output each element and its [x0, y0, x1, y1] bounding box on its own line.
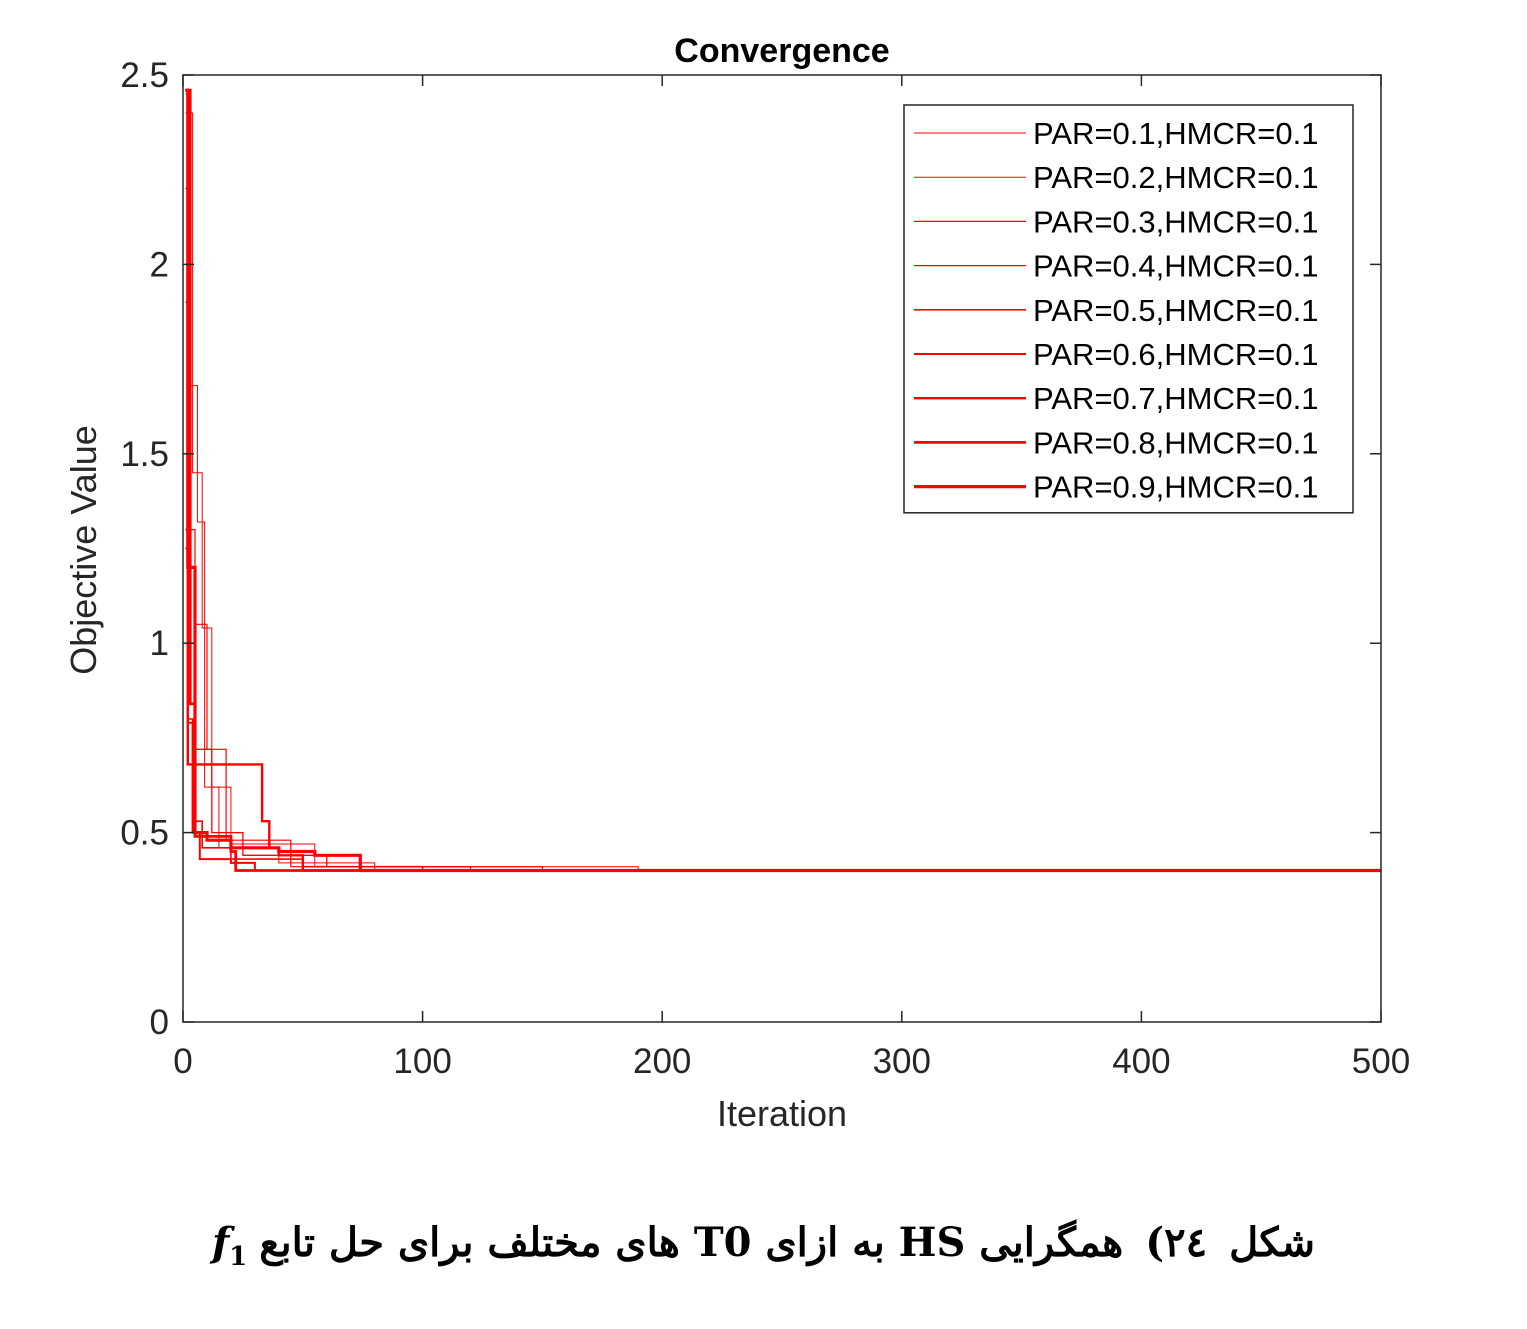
caption-math: f1	[212, 1219, 247, 1272]
x-tick-label: 100	[393, 1042, 451, 1081]
axes-box	[182, 74, 1382, 1023]
figure-caption: شکل ٢٤) همگرایی HS به ازای T0 های مختلف …	[0, 1205, 1527, 1285]
caption-math-subscript: 1	[229, 1241, 248, 1272]
x-tick-label: 500	[1352, 1042, 1410, 1081]
y-tick-label: 1	[150, 624, 169, 663]
series-line-8	[185, 88, 1381, 872]
x-axis-label: Iteration	[717, 1093, 847, 1134]
legend-label-3: PAR=0.3,HMCR=0.1	[1033, 204, 1318, 239]
legend-label-5: PAR=0.5,HMCR=0.1	[1033, 293, 1318, 328]
series-line-7	[185, 88, 1381, 872]
x-tick-label: 300	[873, 1042, 931, 1081]
y-tick-label: 0	[150, 1003, 169, 1042]
y-axis-label: Objective Value	[63, 425, 104, 674]
legend-label-6: PAR=0.6,HMCR=0.1	[1033, 337, 1318, 372]
series-line-2	[185, 112, 1381, 871]
legend-label-1: PAR=0.1,HMCR=0.1	[1033, 116, 1318, 151]
x-tick-label: 0	[173, 1042, 192, 1081]
legend-label-7: PAR=0.7,HMCR=0.1	[1033, 381, 1318, 416]
series-line-9	[185, 88, 1381, 873]
caption-label: شکل	[1229, 1218, 1316, 1266]
chart-title: Convergence	[674, 32, 889, 70]
x-tick-label: 400	[1112, 1042, 1170, 1081]
y-tick-label: 2.5	[120, 56, 169, 95]
caption-text: همگرایی HS به ازای T0 های مختلف برای حل …	[259, 1218, 1124, 1266]
y-tick-label: 1.5	[120, 435, 169, 474]
caption-math-symbol: f	[211, 1218, 230, 1266]
y-tick-label: 2	[150, 245, 169, 284]
x-tick-label: 200	[633, 1042, 691, 1081]
legend: PAR=0.1,HMCR=0.1 PAR=0.2,HMCR=0.1 PAR=0.3,…	[903, 104, 1354, 514]
legend-label-8: PAR=0.8,HMCR=0.1	[1033, 425, 1318, 460]
axis-ticks: 0 100 200 300 400 500 0 0.5 1 1.5 2 2.5	[120, 56, 1410, 1081]
y-tick-label: 0.5	[120, 814, 169, 853]
legend-label-4: PAR=0.4,HMCR=0.1	[1033, 249, 1318, 284]
caption-number: ٢٤)	[1145, 1218, 1208, 1266]
legend-label-9: PAR=0.9,HMCR=0.1	[1033, 470, 1318, 505]
legend-box	[903, 104, 1354, 514]
legend-label-2: PAR=0.2,HMCR=0.1	[1033, 160, 1318, 195]
